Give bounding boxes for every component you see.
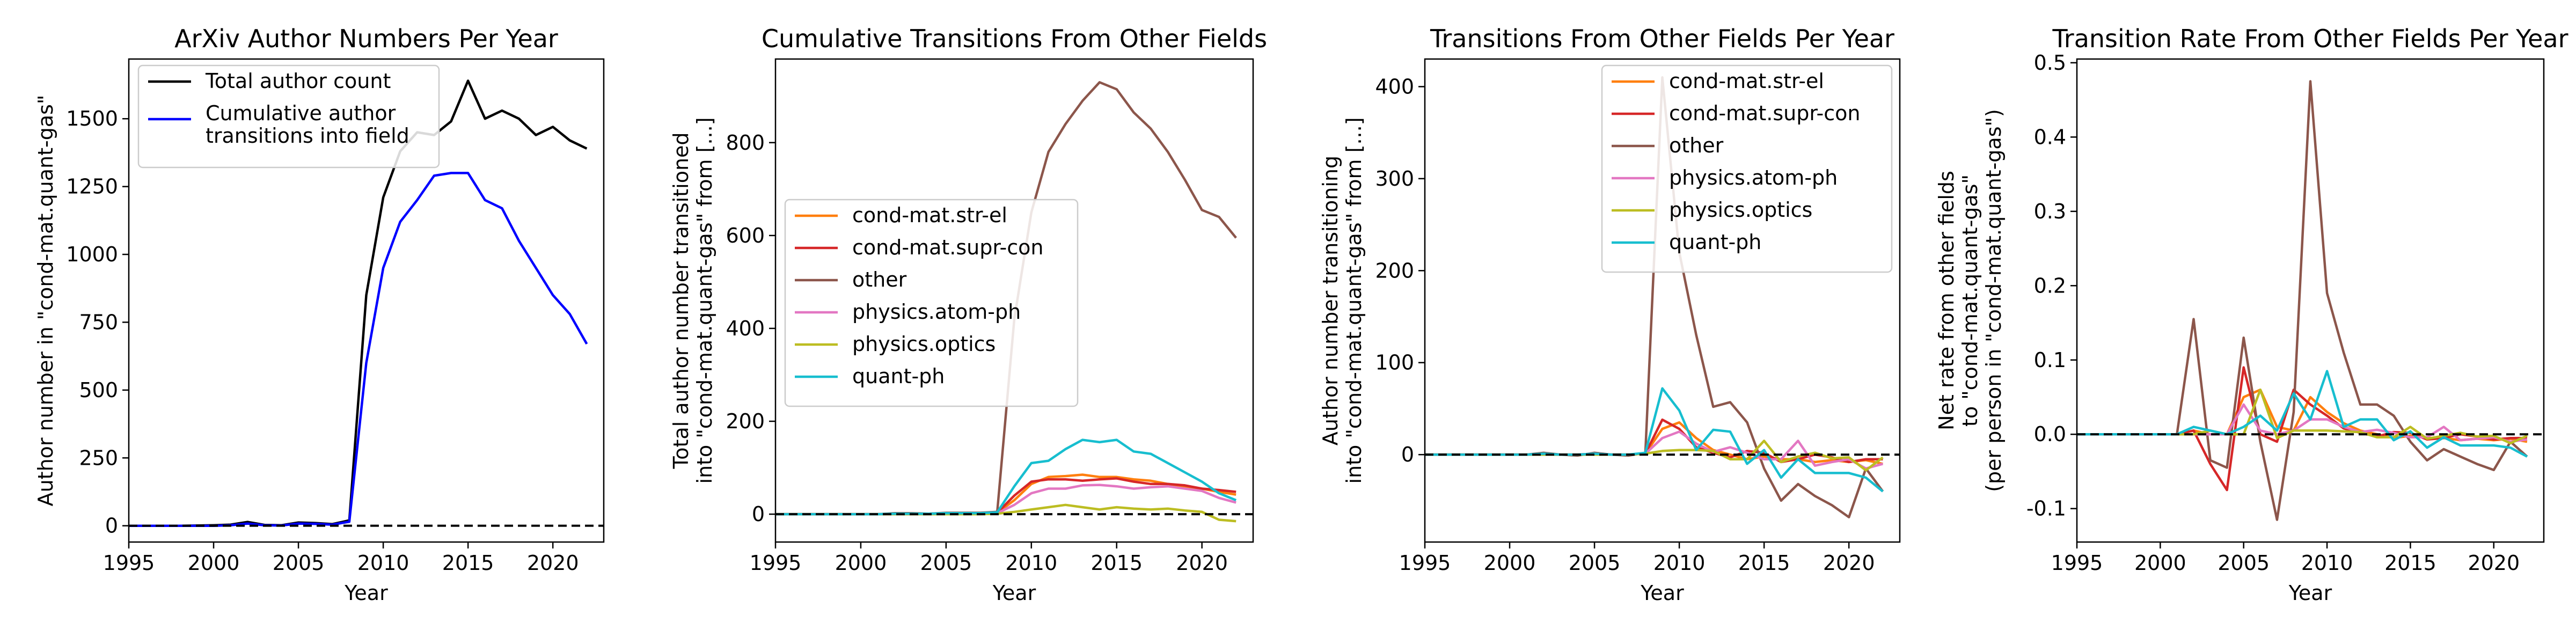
y-tick-label: 0.3 [2034, 200, 2066, 223]
series-line-other [2077, 80, 2528, 521]
chart-panel-2: Cumulative Transitions From Other Fields… [669, 24, 1267, 605]
plot-frame [774, 58, 1254, 543]
x-tick-label: 1995 [750, 551, 802, 575]
legend-label: Total author count [205, 69, 391, 93]
y-tick-label: 1500 [66, 107, 118, 130]
y-tick-label: 250 [79, 446, 118, 470]
legend-label: cond-mat.supr-con [852, 236, 1043, 259]
y-tick-label: 0.5 [2034, 51, 2066, 75]
series-line-cond-mat-str-el [1425, 421, 1883, 465]
x-tick-label: 2000 [1484, 551, 1536, 575]
y-tick-label: -0.1 [2026, 497, 2066, 521]
legend-label: physics.atom-ph [1669, 166, 1838, 189]
chart-title: Cumulative Transitions From Other Fields [762, 24, 1267, 53]
x-axis-label: Year [992, 581, 1036, 605]
legend-label: cond-mat.supr-con [1669, 101, 1860, 125]
y-axis-label: Net rate from other fieldsto "cond-mat.q… [1935, 109, 2006, 492]
chart-panel-1: ArXiv Author Numbers Per Year 1995 2000 200… [34, 24, 605, 605]
x-tick-label: 2015 [1091, 551, 1143, 575]
y-tick-label: 600 [726, 224, 765, 247]
y-tick-label: 0 [1401, 443, 1414, 466]
legend-label: other [852, 268, 907, 291]
x-tick-label: 2000 [2134, 551, 2186, 575]
x-tick-label: 2020 [1823, 551, 1875, 575]
y-axis-label: Author number transitioninginto "cond-ma… [1319, 117, 1366, 484]
y-tick-label: 0 [105, 514, 118, 538]
y-tick-label: 200 [1375, 259, 1414, 282]
legend: cond-mat.str-el cond-mat.supr-con other phy… [784, 199, 1079, 407]
x-tick-label: 1995 [103, 551, 155, 575]
legend: cond-mat.str-el cond-mat.supr-con other phy… [1601, 64, 1893, 273]
x-axis-label: Year [1640, 581, 1684, 605]
chart-panel-3: Transitions From Other Fields Per Year 19… [1319, 24, 1901, 605]
x-tick-label: 2010 [1005, 551, 1057, 575]
y-tick-label: 400 [1375, 75, 1414, 98]
legend-label: physics.optics [852, 332, 996, 356]
x-tick-label: 1995 [1399, 551, 1451, 575]
y-tick-label: 400 [726, 317, 765, 340]
x-tick-label: 2010 [2301, 551, 2353, 575]
x-tick-label: 2005 [2218, 551, 2270, 575]
x-tick-label: 2000 [188, 551, 240, 575]
series-line-cumulative [129, 172, 588, 527]
x-axis-label: Year [2288, 581, 2332, 605]
y-axis-label: Author number in "cond-mat.quant-gas" [34, 95, 57, 507]
chart-title: Transition Rate From Other Fields Per Ye… [2052, 24, 2568, 53]
chart-title: Transitions From Other Fields Per Year [1430, 24, 1894, 53]
y-tick-label: 0.4 [2034, 125, 2066, 149]
legend-label: cond-mat.str-el [1669, 69, 1824, 93]
x-tick-label: 2005 [920, 551, 972, 575]
series-line-quant-ph [1425, 387, 1884, 493]
x-tick-label: 2005 [1569, 551, 1621, 575]
x-tick-label: 2000 [835, 551, 887, 575]
series-line-physics-atom-ph [2077, 403, 2528, 443]
x-axis-label: Year [344, 581, 388, 605]
x-tick-label: 2015 [1738, 551, 1790, 575]
x-tick-label: 2005 [273, 551, 325, 575]
legend-label: quant-ph [852, 364, 945, 388]
y-tick-label: 1250 [66, 175, 118, 199]
y-axis-label: Total author number transitionedinto "co… [669, 117, 716, 484]
x-tick-label: 2015 [442, 551, 494, 575]
y-tick-label: 200 [726, 409, 765, 433]
y-tick-label: 1000 [66, 243, 118, 266]
legend-label: physics.atom-ph [852, 300, 1021, 324]
y-tick-label: 300 [1375, 167, 1414, 191]
plot-frame [2076, 58, 2545, 543]
y-tick-label: 0.2 [2034, 274, 2066, 297]
x-tick-label: 2020 [1176, 551, 1228, 575]
y-tick-label: 500 [79, 378, 118, 402]
legend-label: other [1669, 134, 1724, 157]
y-tick-label: 800 [726, 131, 765, 155]
legend-label: quant-ph [1669, 230, 1761, 254]
legend: Total author count Cumulative author trans… [137, 64, 440, 169]
x-tick-label: 2015 [2384, 551, 2436, 575]
chart-title: ArXiv Author Numbers Per Year [174, 24, 558, 53]
series-line-cond-mat-supr-con [2077, 366, 2527, 492]
y-tick-label: 750 [79, 310, 118, 334]
legend-label: Cumulative author transitions into field [206, 101, 409, 148]
y-tick-label: 0.0 [2034, 422, 2066, 446]
series-line-quant-ph [775, 438, 1237, 516]
x-tick-label: 2020 [527, 551, 579, 575]
chart-panel-4: Transition Rate From Other Fields Per Ye… [1935, 24, 2568, 605]
x-tick-label: 2010 [357, 551, 409, 575]
plot-frame [128, 58, 605, 543]
x-tick-label: 1995 [2051, 551, 2103, 575]
y-tick-label: 100 [1375, 351, 1414, 375]
x-tick-label: 2010 [1653, 551, 1706, 575]
x-tick-label: 2020 [2468, 551, 2520, 575]
legend-label: cond-mat.str-el [852, 203, 1007, 227]
plot-frame [1424, 58, 1901, 543]
y-tick-label: 0.1 [2034, 348, 2066, 372]
y-tick-label: 0 [752, 502, 765, 526]
legend-label: physics.optics [1669, 198, 1812, 222]
